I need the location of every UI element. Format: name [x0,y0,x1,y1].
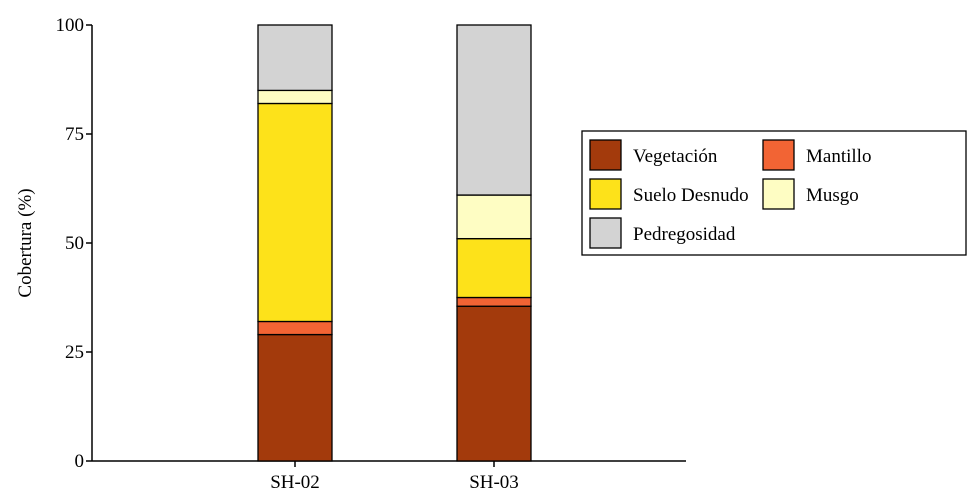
y-tick-label-25: 25 [65,342,84,363]
y-axis-title: Cobertura (%) [15,188,36,297]
bar-sh-02-mantillo [257,320,333,336]
bar-sh-03-pedregosidad [456,24,532,196]
bar-sh-02-vegetacion [257,333,333,462]
y-tick-label-75: 75 [65,124,84,145]
bar-sh-03-suelo-desnudo [456,237,532,299]
legend-swatch-vegetacion [589,139,622,171]
bar-sh-03-musgo [456,194,532,240]
bar-sh-02-suelo-desnudo [257,102,333,323]
y-tick-label-100: 100 [56,15,85,36]
bars [257,24,532,462]
bar-sh-03-mantillo [456,296,532,307]
legend-swatch-mantillo [762,139,795,171]
bar-sh-03-vegetacion [456,305,532,462]
x-tick-label-sh-03: SH-03 [469,472,519,493]
legend-label-musgo: Musgo [806,185,859,206]
bar-sh-02-pedregosidad [257,24,333,92]
legend-label-mantillo: Mantillo [806,146,871,167]
legend: Vegetación Mantillo Suelo Desnudo Musgo Pedr… [581,130,967,256]
legend-swatch-suelo-desnudo [589,178,622,210]
legend-label-vegetacion: Vegetación [633,146,718,167]
legend-swatch-pedregosidad [589,217,622,249]
y-tick-label-0: 0 [75,451,85,472]
y-tick-label-50: 50 [65,233,84,254]
x-tick-label-sh-02: SH-02 [270,472,320,493]
bar-sh-02-musgo [257,89,333,105]
axes: 0 25 50 75 100 SH-02 SH-03 [56,15,686,493]
legend-swatch-musgo [762,178,795,210]
legend-label-pedregosidad: Pedregosidad [633,224,736,245]
legend-label-suelo-desnudo: Suelo Desnudo [633,185,749,206]
